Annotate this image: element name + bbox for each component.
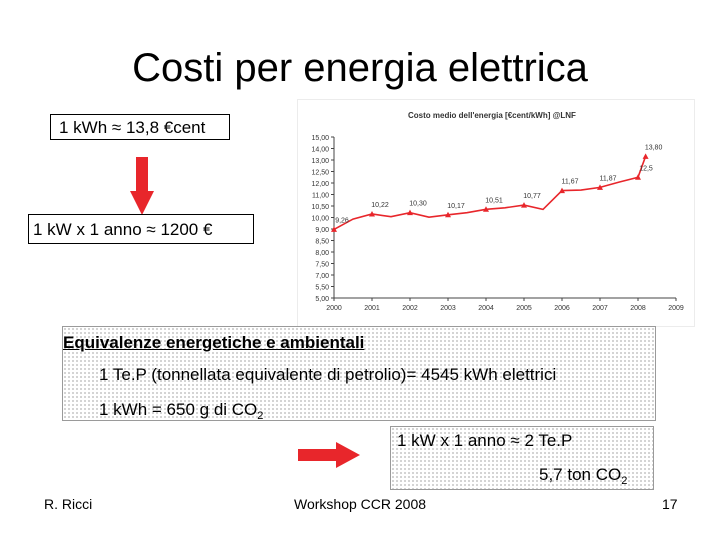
kw-year-cost-text: 1 kW x 1 anno ≈ 1200 €: [33, 220, 213, 239]
equivalences-title: Equivalenze energetiche e ambientali: [63, 333, 365, 352]
footer-author: R. Ricci: [44, 496, 93, 512]
kwh-cost-text: 1 kWh ≈ 13,8 €cent: [59, 118, 206, 137]
chart-y-tick-label: 5,00: [315, 296, 329, 303]
chart-y-tick-label: 10,00: [311, 216, 329, 223]
chart-data-point: [407, 209, 413, 216]
right-arrow-icon: [298, 442, 360, 468]
chart-y-tick-label: 8,00: [315, 250, 329, 257]
footer-event: Workshop CCR 2008: [294, 496, 427, 512]
kw-year-co2-subscript: 2: [621, 475, 628, 487]
equivalences-panel: Equivalenze energetiche e ambientali 1 T…: [62, 326, 656, 422]
chart-y-tick-label: 14,00: [311, 147, 329, 154]
energy-cost-chart: 5,00 5,50 7,00 7,50 8,00 8,50 9,00 10,00 10,50 11…: [298, 100, 694, 326]
chart-data-label: 9,26: [335, 217, 349, 224]
chart-data-label: 12,5: [639, 165, 653, 172]
kw-year-cost-box: 1 kW x 1 anno ≈ 1200 €: [28, 214, 254, 244]
slide-title: Costi per energia elettrica: [132, 46, 588, 90]
co2-equivalence-prefix: 1 kWh = 650 g di CO: [99, 400, 258, 419]
chart-y-tick-label: 8,50: [315, 239, 329, 246]
chart-data-point: [635, 174, 641, 180]
chart-y-tick-label: 15,00: [311, 135, 329, 142]
chart-y-tick-label: 9,00: [315, 227, 329, 234]
chart-data-point: [331, 226, 337, 232]
kwh-cost-box: 1 kWh ≈ 13,8 €cent: [50, 114, 230, 140]
chart-data-point: [369, 210, 375, 217]
co2-equivalence-text: 1 kWh = 650 g di CO2: [99, 400, 264, 422]
chart-y-tick-label: 13,00: [311, 158, 329, 165]
down-arrow-icon: [130, 157, 154, 215]
kw-year-co2-text: 5,7 ton CO2: [539, 465, 628, 487]
tep-equivalence-text: 1 Te.P (tonnellata equivalente di petrol…: [99, 365, 557, 384]
chart-data-label: 11,87: [600, 175, 617, 182]
chart-data-point: [642, 153, 649, 159]
chart-y-tick-label: 12,50: [311, 170, 329, 177]
chart-x-tick-label: 2000: [326, 305, 342, 312]
chart-data-label: 10,51: [485, 197, 503, 204]
chart-data-point: [521, 202, 527, 208]
chart-y-tick-label: 7,50: [315, 262, 329, 269]
chart-x-tick-label: 2005: [516, 305, 532, 312]
chart-data-point: [445, 211, 451, 218]
chart-x-tick-label: 2001: [364, 305, 380, 312]
chart-x-tick-label: 2009: [668, 305, 684, 312]
chart-x-tick-label: 2004: [478, 305, 494, 312]
chart-y-tick-label: 12,00: [311, 181, 329, 188]
kw-year-equivalence-panel: 1 kW x 1 anno ≈ 2 Te.P 5,7 ton CO2: [390, 426, 654, 490]
chart-data-label: 10,30: [409, 201, 427, 208]
chart-data-label: 11,67: [562, 179, 579, 186]
chart-y-tick-label: 7,00: [315, 273, 329, 280]
chart-x-tick-label: 2006: [554, 305, 570, 312]
chart-series-line: [333, 156, 647, 231]
chart-y-tick-label: 5,50: [315, 285, 329, 292]
chart-data-point: [559, 187, 565, 194]
chart-data-label: 10,17: [447, 203, 465, 210]
chart-data-label: 10,22: [371, 202, 389, 209]
chart-data-point: [597, 184, 603, 190]
chart-svg: 5,00 5,50 7,00 7,50 8,00 8,50 9,00 10,00 10,50 11…: [311, 135, 684, 312]
chart-y-tick-label: 11,00: [312, 193, 329, 200]
chart-title: Costo medio dell'energia [€cent/kWh] @LN…: [408, 111, 576, 120]
chart-data-point: [483, 206, 489, 212]
chart-data-label: 10,77: [523, 193, 541, 200]
chart-x-tick-label: 2008: [630, 305, 646, 312]
chart-x-tick-label: 2007: [592, 305, 608, 312]
co2-subscript: 2: [257, 410, 264, 422]
chart-y-tick-label: 10,50: [311, 204, 329, 211]
kw-year-co2-prefix: 5,7 ton CO: [539, 465, 622, 484]
footer-page-number: 17: [662, 496, 678, 512]
chart-x-tick-label: 2003: [440, 305, 456, 312]
chart-x-tick-label: 2002: [402, 305, 418, 312]
chart-data-label: 13,80: [645, 144, 663, 151]
kw-year-tep-text: 1 kW x 1 anno ≈ 2 Te.P: [397, 431, 573, 450]
